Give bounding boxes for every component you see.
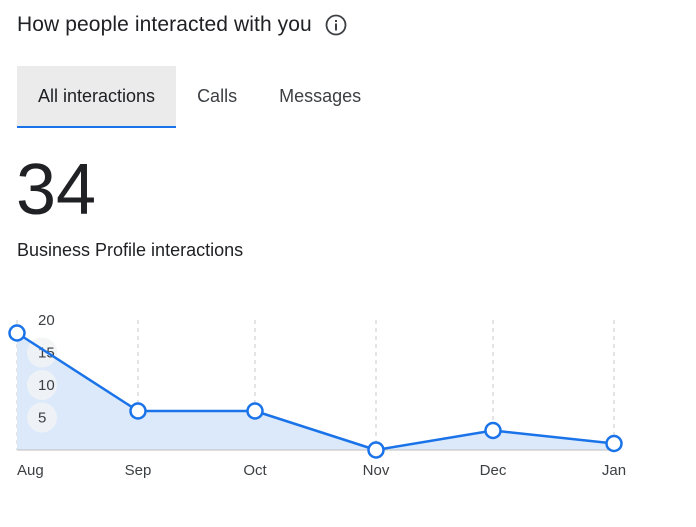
series-line [16, 331, 615, 452]
data-point [605, 434, 623, 453]
tab-all-interactions[interactable]: All interactions [17, 66, 177, 128]
x-tick-label: Aug [17, 462, 44, 479]
tab-label: Calls [197, 85, 238, 106]
x-tick-label: Dec [480, 462, 507, 479]
data-point [129, 402, 147, 420]
data-point [367, 441, 385, 459]
y-tick-label: 20 [38, 312, 55, 329]
x-tick-label: Oct [243, 462, 267, 479]
section-header: How people interacted with you [17, 9, 348, 41]
data-point [246, 402, 264, 420]
section-title: How people interacted with you [17, 13, 312, 36]
info-icon[interactable] [324, 13, 348, 37]
y-tick-bubble [27, 370, 57, 400]
x-tick-label: Sep [125, 462, 152, 479]
metric-label: Business Profile interactions [17, 240, 244, 260]
y-tick-bubble [27, 402, 57, 433]
interactions-count: 34 [16, 150, 97, 230]
data-point [484, 421, 502, 440]
y-tick-label: 10 [38, 377, 55, 394]
x-tick-label: Nov [363, 462, 390, 479]
x-tick-label: Jan [602, 462, 626, 479]
data-point [8, 324, 26, 342]
y-tick-label: 5 [38, 410, 46, 427]
tab-label: All interactions [38, 85, 156, 106]
tab-messages[interactable]: Messages [258, 66, 382, 126]
tab-label: Messages [279, 85, 362, 106]
area-fill [17, 333, 614, 450]
tab-calls[interactable]: Calls [176, 66, 258, 126]
interaction-tabs: All interactions Calls Messages [17, 66, 382, 128]
